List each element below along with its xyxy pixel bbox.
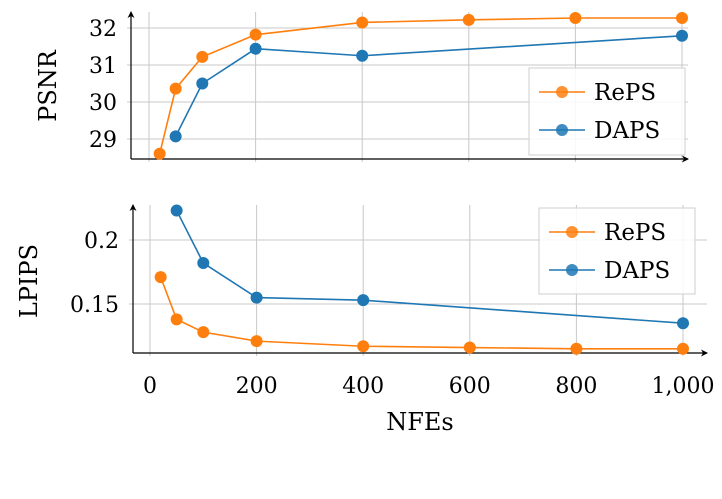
p1-x-tick-label: 1,000 — [652, 374, 715, 399]
p0-point-daps — [196, 77, 209, 90]
p0-point-reps — [249, 28, 262, 41]
p0-x-axis-arrow — [682, 155, 689, 163]
p1-x-tick-label: 400 — [342, 374, 384, 399]
p1-point-reps — [170, 313, 183, 326]
p0-point-daps — [676, 29, 688, 42]
top-ylabel: PSNR — [34, 49, 62, 122]
p1-y-axis-arrow — [129, 204, 137, 211]
p1-point-reps — [197, 326, 210, 339]
p1-y-tick-label: 0.15 — [70, 293, 119, 318]
p1-point-reps — [570, 342, 583, 355]
p0-legend-marker-daps — [556, 124, 568, 136]
p0-y-tick-label: 29 — [89, 128, 117, 153]
p0-point-daps — [356, 49, 369, 62]
p1-legend-marker-reps — [566, 226, 578, 238]
p1-legend-marker-daps — [566, 264, 578, 276]
p0-legend-marker-reps — [556, 86, 568, 98]
bottom-ylabel: LPIPS — [15, 244, 43, 318]
p0-point-reps — [462, 13, 475, 26]
p0-legend-label-reps: RePS — [594, 80, 656, 106]
p1-x-tick-label: 600 — [449, 374, 491, 399]
p1-x-tick-label: 0 — [143, 374, 157, 399]
p0-point-reps — [196, 50, 209, 63]
p0-point-daps — [169, 130, 182, 143]
xlabel: NFEs — [386, 408, 454, 436]
p0-point-reps — [169, 82, 182, 95]
p1-point-reps — [154, 271, 167, 284]
p0-point-reps — [153, 147, 166, 160]
p1-point-daps — [197, 257, 210, 270]
p1-x-tick-label: 200 — [236, 374, 278, 399]
p1-point-reps — [463, 341, 476, 354]
p1-point-reps — [357, 340, 370, 353]
p0-legend-box — [528, 67, 686, 156]
p1-y-tick-label: 0.2 — [84, 229, 119, 254]
p1-x-tick-label: 800 — [555, 374, 597, 399]
p1-point-daps — [250, 291, 263, 304]
p0-y-axis-arrow — [127, 11, 135, 18]
p0-point-daps — [249, 42, 262, 55]
p0-point-reps — [356, 16, 369, 29]
p0-y-tick-label: 31 — [89, 54, 117, 79]
p1-legend-label-reps: RePS — [604, 220, 666, 246]
p0-legend-label-daps: DAPS — [594, 118, 660, 144]
p0-y-tick-label: 32 — [89, 17, 117, 42]
p0-point-reps — [569, 12, 582, 25]
p1-point-daps — [677, 317, 689, 330]
p0-point-reps — [676, 12, 688, 25]
p1-legend-label-daps: DAPS — [604, 258, 670, 284]
p1-point-daps — [357, 294, 370, 307]
p1-point-reps — [677, 342, 689, 355]
p0-y-tick-label: 30 — [89, 91, 117, 116]
p1-point-daps — [170, 204, 183, 217]
p0-series-line-reps — [158, 17, 682, 154]
p1-point-reps — [250, 335, 263, 348]
p1-legend-box — [538, 207, 696, 295]
p1-x-axis-arrow — [701, 349, 708, 357]
